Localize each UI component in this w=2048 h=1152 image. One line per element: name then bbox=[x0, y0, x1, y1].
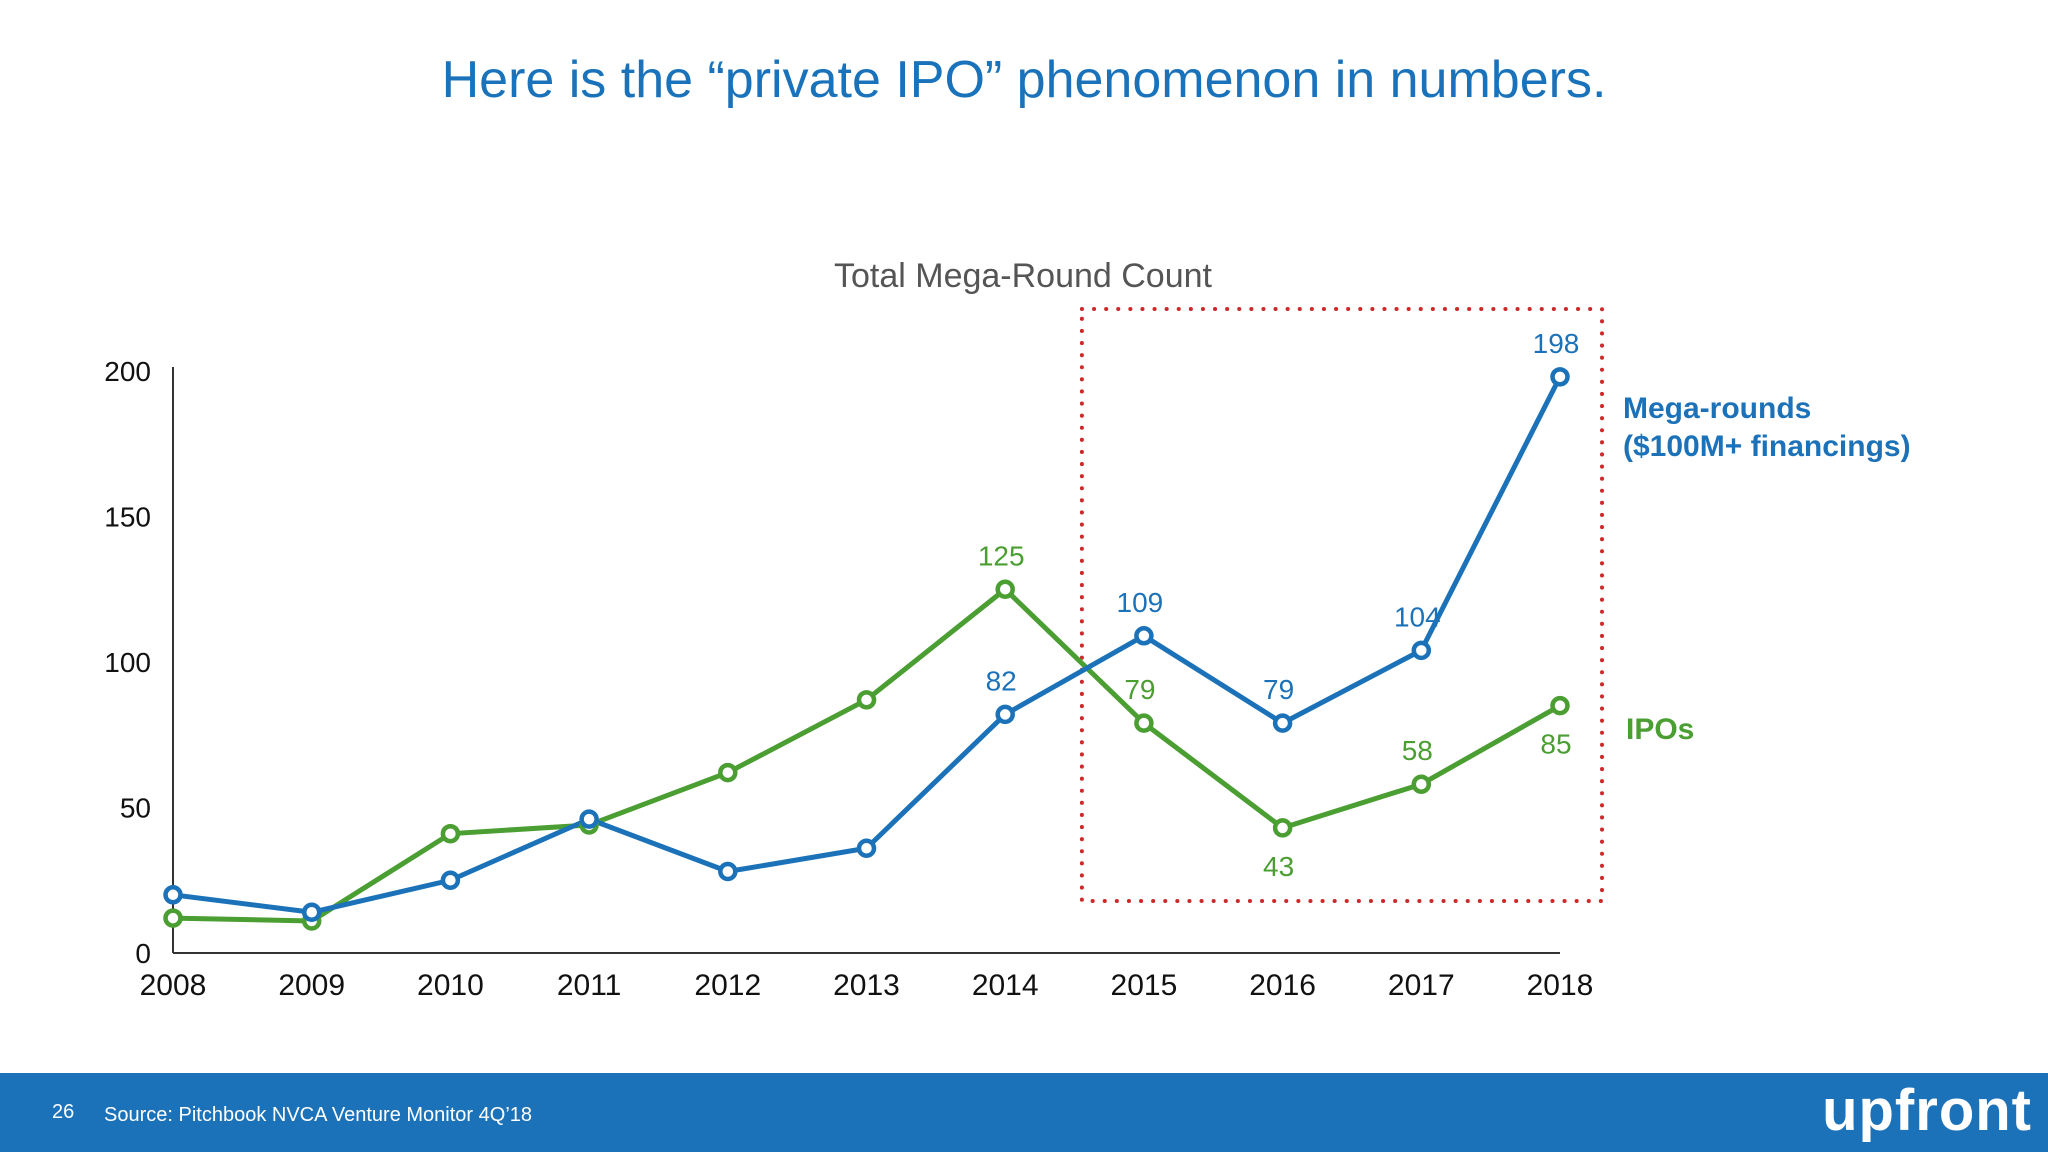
data-point bbox=[1272, 713, 1293, 733]
data-point bbox=[440, 870, 461, 890]
data-point bbox=[579, 809, 599, 829]
footer-bar: 26 Source: Pitchbook NVCA Venture Monito… bbox=[0, 1073, 2048, 1152]
data-label: 104 bbox=[1394, 601, 1441, 632]
line-chart: Total Mega-Round Count 0 50 100 150 200 2008 2… bbox=[104, 257, 1911, 1002]
data-point bbox=[718, 762, 738, 783]
legend-label: IPOs bbox=[1626, 713, 1694, 746]
x-tick-label: 2010 bbox=[417, 969, 484, 1002]
legend-label: ($100M+ financings) bbox=[1623, 430, 1911, 463]
x-tick-label: 2011 bbox=[557, 969, 622, 1002]
data-point bbox=[301, 902, 322, 923]
data-point bbox=[856, 690, 877, 710]
x-tick-label: 2012 bbox=[694, 969, 761, 1002]
data-point bbox=[163, 908, 183, 928]
data-point bbox=[1134, 626, 1154, 646]
y-tick-label: 150 bbox=[104, 502, 151, 533]
legend-label: Mega-rounds bbox=[1623, 392, 1811, 425]
data-point bbox=[1134, 713, 1154, 733]
axes: 0 50 100 150 200 2008 2009 2010 2011 2012 2013 2014… bbox=[104, 356, 1593, 1002]
data-point bbox=[995, 579, 1015, 599]
x-tick-label: 2008 bbox=[140, 969, 207, 1002]
data-point bbox=[440, 823, 461, 844]
data-label: 79 bbox=[1124, 674, 1155, 705]
upfront-logo: upfront bbox=[1822, 1078, 2032, 1143]
chart-title: Total Mega-Round Count bbox=[834, 257, 1213, 295]
x-tick-label: 2017 bbox=[1388, 969, 1455, 1002]
page-number: 26 bbox=[52, 1101, 75, 1123]
slide-title: Here is the “private IPO” phenomenon in … bbox=[441, 51, 1607, 109]
x-tick-label: 2013 bbox=[833, 969, 900, 1002]
data-label: 109 bbox=[1117, 587, 1164, 618]
data-label: 79 bbox=[1263, 674, 1294, 705]
data-label: 125 bbox=[978, 540, 1025, 571]
x-tick-label: 2009 bbox=[278, 969, 345, 1002]
series-markers bbox=[163, 367, 1570, 931]
series-legend: Mega-rounds ($100M+ financings) IPOs bbox=[1623, 392, 1911, 746]
source-note: Source: Pitchbook NVCA Venture Monitor 4… bbox=[104, 1104, 533, 1126]
data-labels: 82 109 79 104 198 125 79 43 58 85 bbox=[978, 328, 1580, 882]
data-point bbox=[995, 704, 1015, 725]
series-line bbox=[170, 586, 1563, 924]
y-tick-label: 50 bbox=[120, 793, 151, 824]
x-tick-label: 2018 bbox=[1527, 969, 1594, 1002]
data-point bbox=[1550, 367, 1570, 387]
data-label: 198 bbox=[1533, 328, 1580, 359]
data-label: 85 bbox=[1540, 729, 1571, 760]
x-tick-label: 2015 bbox=[1111, 969, 1178, 1002]
data-label: 43 bbox=[1263, 851, 1294, 882]
data-point bbox=[1550, 695, 1570, 716]
x-tick-label: 2016 bbox=[1249, 969, 1316, 1002]
data-point bbox=[718, 861, 738, 882]
data-point bbox=[1272, 818, 1293, 838]
y-tick-label: 0 bbox=[135, 938, 151, 969]
data-point bbox=[1411, 640, 1432, 661]
y-tick-label: 200 bbox=[104, 356, 151, 387]
data-label: 82 bbox=[986, 665, 1017, 696]
x-tick-label: 2014 bbox=[972, 969, 1039, 1002]
data-point bbox=[1411, 774, 1432, 794]
data-label: 58 bbox=[1402, 735, 1433, 766]
y-tick-label: 100 bbox=[104, 647, 151, 678]
data-point bbox=[856, 838, 877, 858]
data-point bbox=[163, 885, 183, 905]
series-line bbox=[170, 374, 1563, 915]
